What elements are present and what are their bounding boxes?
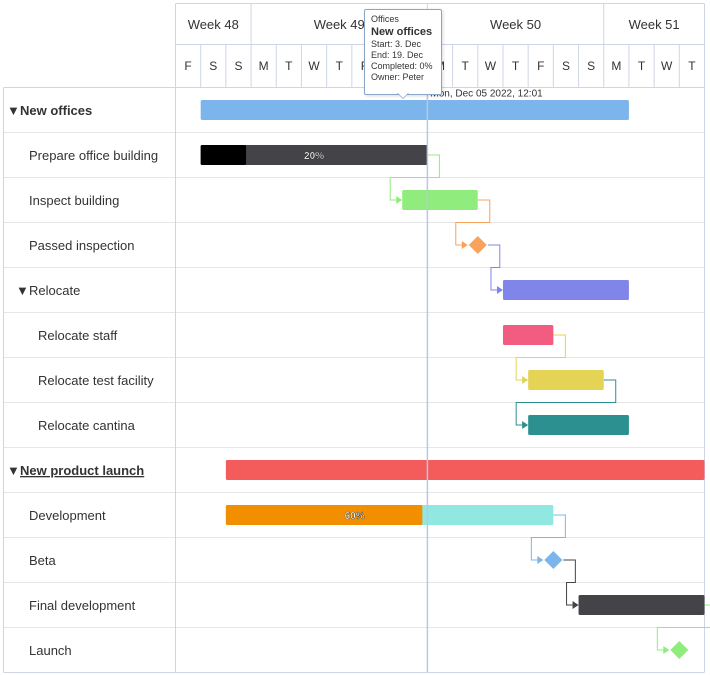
day-label: W (485, 59, 497, 73)
day-label: T (336, 59, 344, 73)
day-label: S (209, 59, 217, 73)
tooltip-start: Start: 3. Dec (371, 39, 422, 49)
task-bar[interactable] (528, 415, 629, 435)
task-progress-bar (200, 145, 247, 165)
day-label: W (308, 59, 320, 73)
day-label: T (462, 59, 470, 73)
dependency-connector (487, 244, 501, 291)
group-label[interactable]: New offices (20, 103, 92, 118)
dependency-connector (455, 199, 491, 246)
task-label: Prepare office building (29, 148, 158, 163)
task-tooltip: Offices New offices Start: 3. Dec End: 1… (364, 9, 442, 95)
group-bar[interactable] (502, 280, 629, 300)
dependency-arrowhead (572, 601, 579, 609)
day-label: S (562, 59, 570, 73)
task-label: Final development (29, 598, 136, 613)
day-label: T (512, 59, 520, 73)
week-label: Week 51 (629, 17, 680, 32)
week-label: Week 50 (490, 17, 541, 32)
task-bar[interactable] (200, 145, 428, 165)
task-progress-bar (225, 505, 423, 525)
collapse-toggle-icon[interactable]: ▼ (7, 103, 20, 118)
tooltip-arrow-inner (398, 93, 408, 98)
milestone-marker[interactable] (670, 641, 689, 659)
dependency-arrowhead (663, 646, 670, 654)
day-label: T (638, 59, 646, 73)
week-label: Week 49 (314, 17, 365, 32)
task-bar[interactable] (578, 595, 705, 615)
dependency-arrowhead (522, 376, 529, 384)
task-label: Launch (29, 643, 72, 658)
task-label: Inspect building (29, 193, 119, 208)
task-label: Beta (29, 553, 57, 568)
group-bar[interactable] (200, 100, 629, 120)
day-label: F (184, 59, 191, 73)
collapse-toggle-icon[interactable]: ▼ (7, 463, 20, 478)
group-label[interactable]: Relocate (29, 283, 80, 298)
day-label: M (259, 59, 269, 73)
day-label: T (688, 59, 696, 73)
task-label: Passed inspection (29, 238, 135, 253)
dependency-connector (515, 334, 566, 381)
dependency-connector (389, 154, 440, 201)
week-label: Week 48 (188, 17, 239, 32)
dependency-arrowhead (496, 286, 503, 294)
task-progress-label: 20% (304, 151, 324, 162)
task-label: Development (29, 508, 106, 523)
day-label: F (537, 59, 544, 73)
dependency-arrowhead (522, 421, 529, 429)
dependency-arrowhead (537, 556, 544, 564)
collapse-toggle-icon[interactable]: ▼ (16, 283, 29, 298)
day-label: M (611, 59, 621, 73)
group-label[interactable]: New product launch (20, 463, 144, 478)
task-label: Relocate test facility (38, 373, 154, 388)
day-label: W (661, 59, 673, 73)
dependency-connector (515, 379, 617, 426)
dependency-connector (563, 559, 577, 606)
task-progress-label: 60% (345, 511, 365, 522)
milestone-marker[interactable] (544, 551, 563, 569)
tooltip-owner: Owner: Peter (371, 72, 425, 82)
dependency-arrowhead (461, 241, 468, 249)
tooltip-title: New offices (371, 26, 433, 38)
task-bar[interactable] (502, 325, 554, 345)
current-date-label: Mon, Dec 05 2022, 12:01 (430, 89, 543, 100)
day-label: S (234, 59, 242, 73)
tooltip-end: End: 19. Dec (371, 50, 424, 60)
group-bar[interactable] (225, 460, 705, 480)
tooltip-series: Offices (371, 14, 399, 24)
dependency-arrowhead (396, 196, 403, 204)
day-label: S (587, 59, 595, 73)
task-label: Relocate cantina (38, 418, 136, 433)
dependency-connector (530, 514, 566, 561)
task-bar[interactable] (402, 190, 478, 210)
task-label: Relocate staff (38, 328, 118, 343)
tooltip-completed: Completed: 0% (371, 61, 433, 71)
dependency-connector (656, 604, 710, 651)
milestone-marker[interactable] (468, 236, 487, 254)
task-bar[interactable] (528, 370, 604, 390)
day-label: T (285, 59, 293, 73)
